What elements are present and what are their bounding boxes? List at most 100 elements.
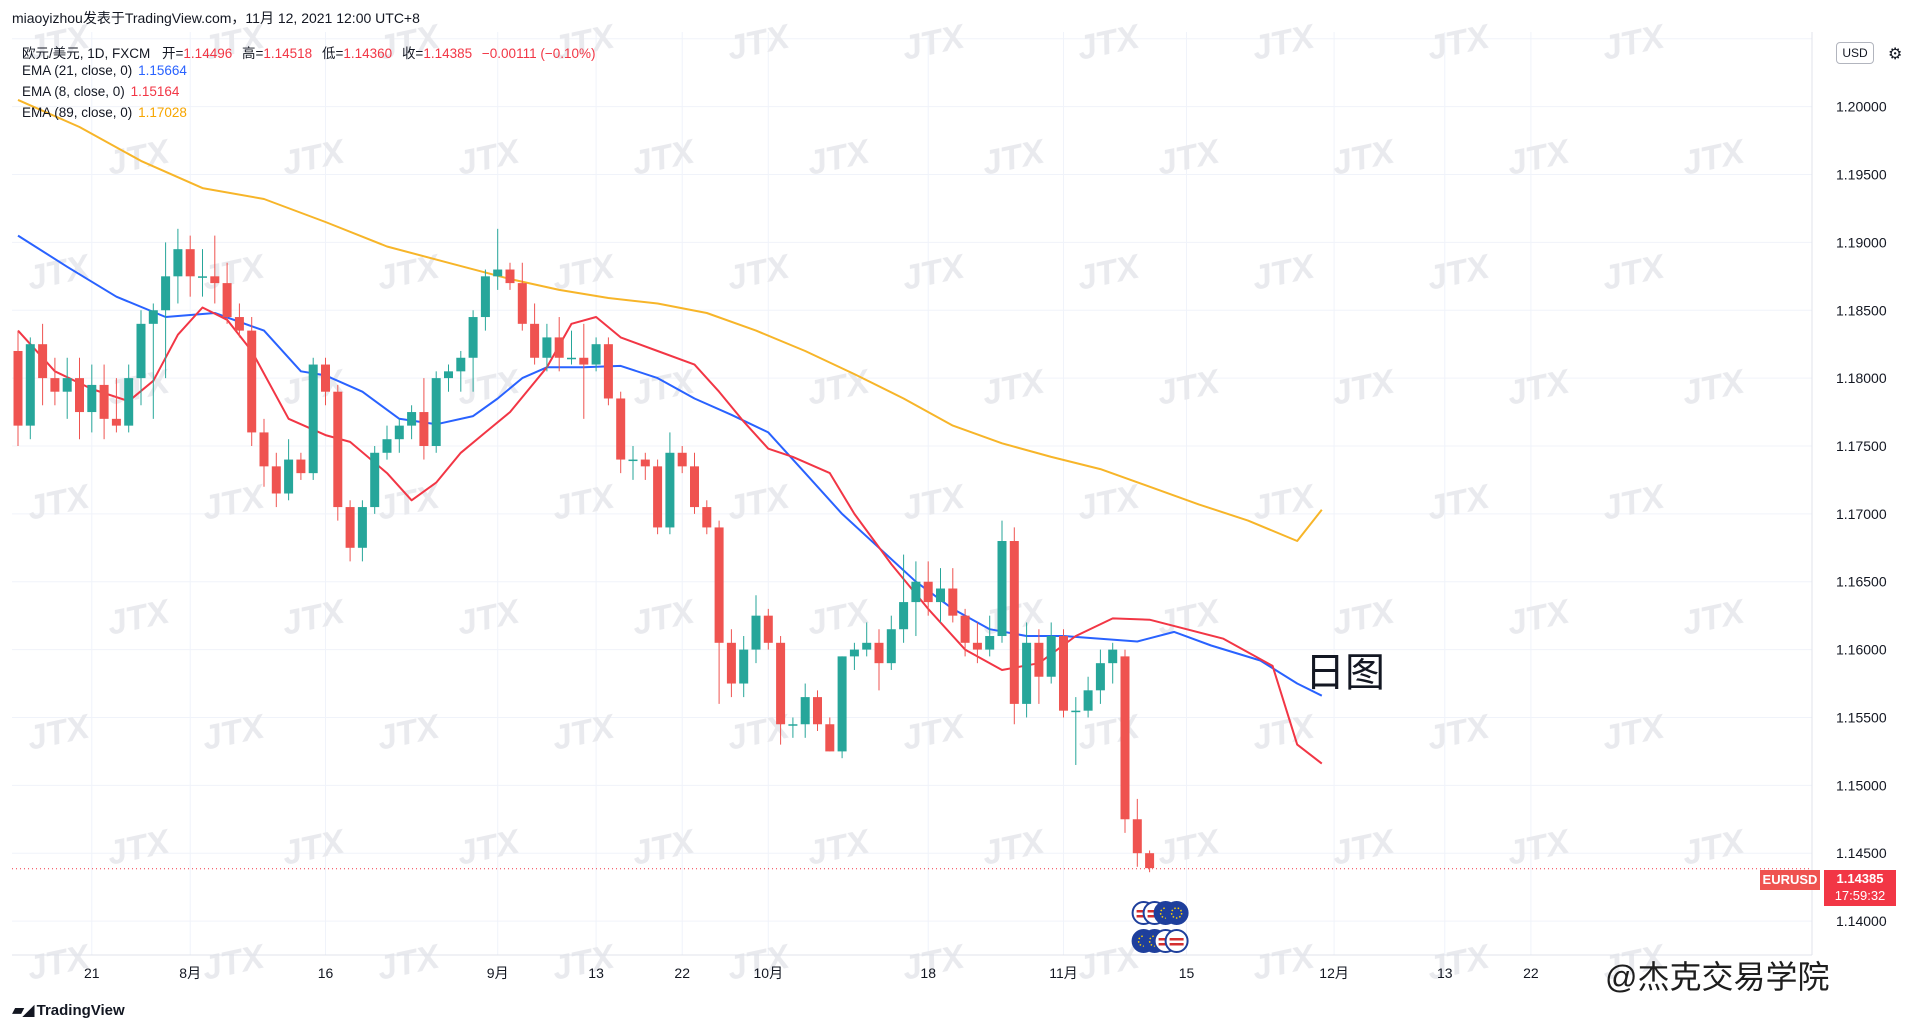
jtx-watermark: JTX [104,822,175,873]
time-tick-label: 8月 [179,965,201,981]
candle-body [960,615,970,643]
currency-button[interactable]: USD [1836,42,1874,64]
time-tick-label: 15 [1179,965,1195,981]
timeframe-annotation: 日图 [1305,651,1385,695]
candle-body [419,412,429,446]
candle-body [185,249,195,277]
candle-body [62,378,72,392]
close-value: 1.14385 [423,46,473,61]
high-value: 1.14518 [263,46,313,61]
jtx-watermark: JTX [454,822,525,873]
candle-body [456,357,466,372]
jtx-watermark: JTX [804,362,875,413]
candle-body [530,323,540,358]
candle-body [751,615,761,650]
jtx-watermark: JTX [1679,592,1750,643]
candle-body [813,697,822,725]
candle-body [13,350,23,426]
jtx-watermark: JTX [279,822,350,873]
low-label: 低= [321,46,344,61]
candle-body [849,649,859,657]
candle-body [517,283,527,324]
jtx-watermark: JTX [1154,362,1225,413]
ema21-legend[interactable]: EMA (21, close, 0) 1.15664 [22,63,187,78]
jtx-watermark: JTX [724,247,795,298]
candle-body [591,344,601,365]
candle-body [210,276,220,284]
jtx-watermark: JTX [1249,17,1320,68]
candle-body [702,507,712,528]
jtx-watermark: JTX [804,132,875,183]
price-tick-label: 1.18500 [1836,302,1887,318]
time-tick-label: 9月 [487,965,509,981]
us-flag-stripe [1169,943,1184,946]
candle-body [837,656,847,752]
candle-body [788,724,798,726]
price-tick-label: 1.19000 [1836,234,1887,250]
jtx-watermark: JTX [1329,822,1400,873]
jtx-watermark: JTX [1329,592,1400,643]
jtx-watermark: JTX [979,822,1050,873]
candle-body [99,384,109,419]
jtx-watermark: JTX [1424,707,1495,758]
jtx-watermark: JTX [24,707,95,758]
price-tick-label: 1.20000 [1836,99,1887,115]
symbol-price-badge: EURUSD [1760,870,1820,890]
time-tick-label: 13 [1437,965,1453,981]
jtx-watermark: JTX [549,937,620,988]
settings-gear-icon[interactable]: ⚙ [1888,46,1903,63]
price-tick-label: 1.18000 [1836,370,1887,386]
price-tick-label: 1.19500 [1836,167,1887,183]
jtx-watermark: JTX [899,477,970,528]
price-tick-label: 1.17500 [1836,438,1887,454]
jtx-watermark: JTX [549,477,620,528]
last-price-value: 1.14385 [1836,871,1884,886]
candle-body [640,459,650,467]
jtx-watermark: JTX [1074,477,1145,528]
candle-body [75,378,84,413]
eu-flag-stars [1170,907,1183,919]
candle-body [714,527,724,643]
symbol-label[interactable]: 欧元/美元, 1D, FXCM [22,46,151,61]
jtx-watermark: JTX [629,592,700,643]
candle-body [111,418,121,426]
price-tick-label: 1.16500 [1836,574,1887,590]
candle-body [124,378,134,426]
us-flag-stripe [1169,938,1184,941]
jtx-watermark: JTX [629,362,700,413]
jtx-watermark: JTX [1504,362,1575,413]
jtx-watermark: JTX [279,592,350,643]
symbol-legend: 欧元/美元, 1D, FXCM 开=1.14496 高=1.14518 低=1.… [22,42,596,62]
ema89-legend[interactable]: EMA (89, close, 0) 1.17028 [22,105,187,120]
time-tick-label: 22 [674,965,690,981]
ema21-value: 1.15664 [138,63,187,78]
ema8-legend[interactable]: EMA (8, close, 0) 1.15164 [22,84,179,99]
candle-body [234,317,244,331]
candle-body [923,581,933,603]
jtx-watermark: JTX [724,17,795,68]
jtx-watermark: JTX [724,477,795,528]
candle-body [665,452,675,528]
jtx-watermark: JTX [374,937,445,988]
candle-body [653,466,663,528]
jtx-watermark: JTX [1599,707,1670,758]
jtx-watermark: JTX [1249,937,1320,988]
candle-body [690,466,699,508]
jtx-watermark: JTX [279,132,350,183]
time-tick-label: 12月 [1319,965,1349,981]
jtx-watermark: JTX [24,247,95,298]
publisher-header: miaoyizhou发表于TradingView.com，11月 12, 202… [12,10,420,26]
candle-body [1009,541,1019,704]
candle-body [800,697,810,725]
price-tick-label: 1.14000 [1836,913,1887,929]
candle-body [1145,853,1155,869]
tradingview-logo[interactable]: ▰◢ TradingView [12,1000,125,1020]
candle-body [444,371,453,379]
change-value: −0.00111 (−0.10%) [481,46,596,61]
candle-body [505,269,515,284]
jtx-watermark: JTX [899,17,970,68]
candle-body [1083,690,1093,711]
candle-body [333,391,343,508]
